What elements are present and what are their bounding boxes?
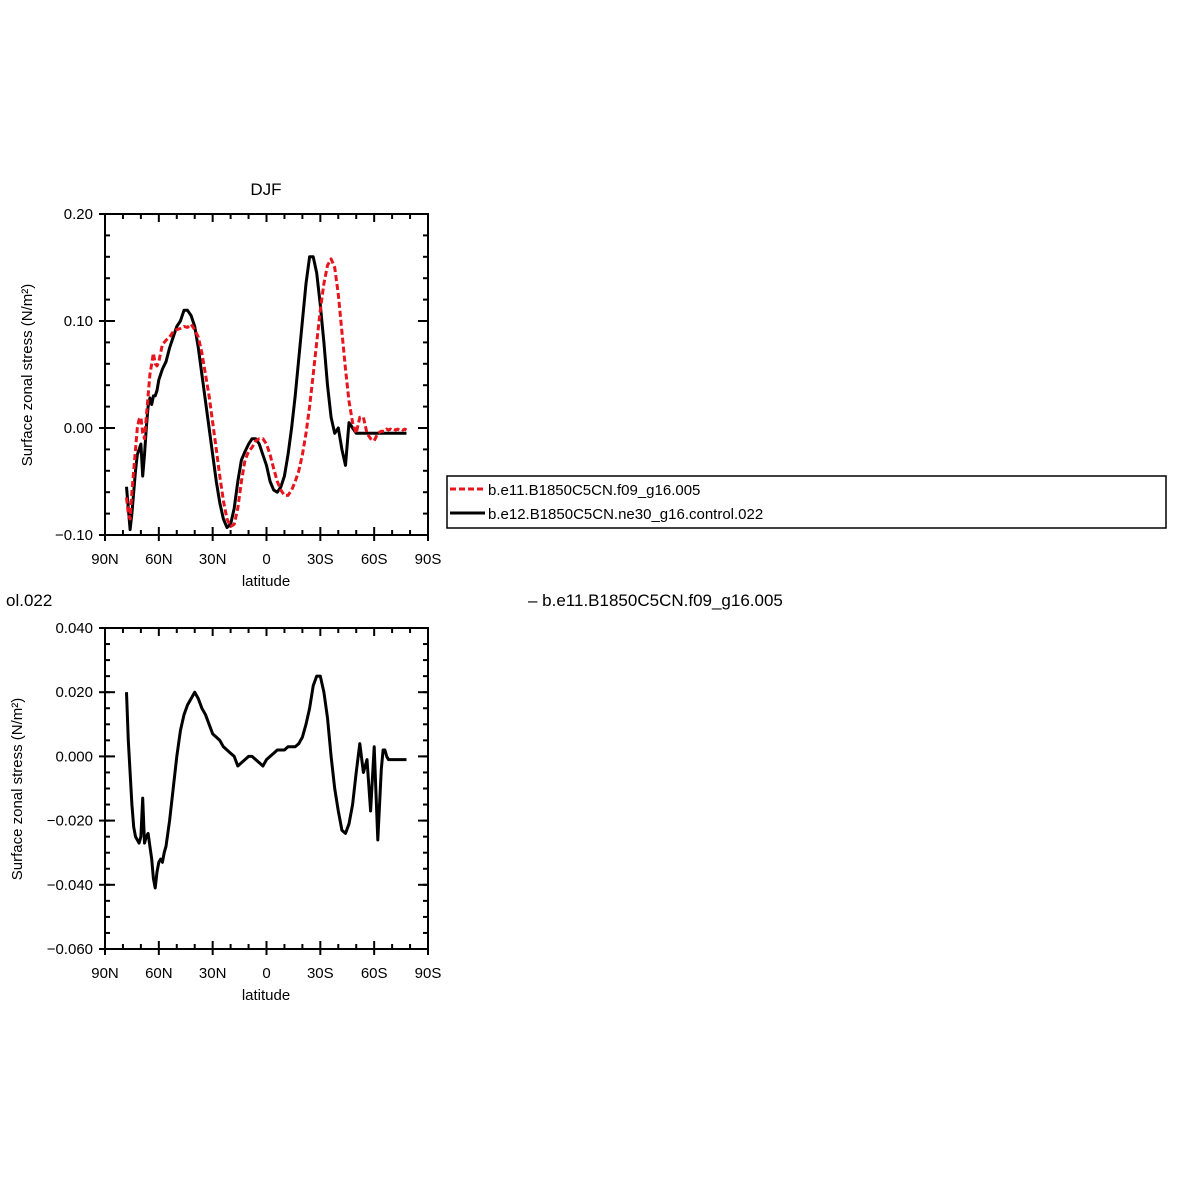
top-plot-frame — [104, 213, 429, 536]
legend: b.e11.B1850C5CN.f09_g16.005 b.e12.B1850C… — [446, 475, 1167, 529]
bottom-x-tick-label: 60S — [361, 965, 388, 982]
legend-label-series-2: b.e12.B1850C5CN.ne30_g16.control.022 — [488, 506, 763, 523]
bottom-y-tick-label: −0.020 — [47, 813, 93, 830]
bottom-x-tick-label: 60N — [145, 965, 173, 982]
top-series-line-2 — [125, 255, 407, 532]
top-x-tick-label: 60S — [361, 551, 388, 568]
bottom-panel-title-right: – b.e11.B1850C5CN.f09_g16.005 — [528, 591, 783, 610]
bottom-y-tick-label: −0.060 — [47, 941, 93, 958]
top-series-line-1 — [125, 257, 408, 528]
bottom-series-line-1 — [125, 674, 407, 890]
top-x-tick-label: 0 — [262, 551, 270, 568]
bottom-axis-ticks: 90N 60N 30N 0 30S 60S 90S 0.040 0.020 0.000 −0.020… — [47, 620, 442, 982]
top-x-axis-label: latitude — [242, 573, 290, 590]
top-x-tick-label: 90S — [415, 551, 442, 568]
top-x-tick-label: 30N — [199, 551, 227, 568]
top-y-tick-label: 0.10 — [64, 313, 93, 330]
top-y-axis-label: Surface zonal stress (N/m²) — [19, 284, 36, 467]
top-y-tick-label: −0.10 — [55, 527, 93, 544]
top-axis-ticks: 90N 60N 30N 0 30S 60S 90S 0.20 0.10 0.00 −0.10 — [55, 206, 441, 568]
bottom-x-axis-label: latitude — [242, 987, 290, 1004]
top-panel-title: DJF — [250, 180, 281, 199]
bottom-x-tick-label: 30S — [307, 965, 334, 982]
bottom-y-tick-label: 0.000 — [55, 748, 93, 765]
top-x-tick-label: 90N — [91, 551, 119, 568]
top-y-tick-label: 0.20 — [64, 206, 93, 223]
bottom-x-tick-label: 90N — [91, 965, 119, 982]
legend-label-series-1: b.e11.B1850C5CN.f09_g16.005 — [488, 482, 700, 499]
top-series-group — [125, 255, 408, 532]
legend-box — [446, 475, 1167, 529]
bottom-panel-title-left: ol.022 — [6, 591, 52, 610]
bottom-y-axis-label: Surface zonal stress (N/m²) — [9, 698, 26, 881]
bottom-y-tick-label: 0.020 — [55, 684, 93, 701]
bottom-x-tick-label: 0 — [262, 965, 270, 982]
top-x-tick-label: 30S — [307, 551, 334, 568]
top-y-tick-label: 0.00 — [64, 420, 93, 437]
bottom-y-tick-label: −0.040 — [47, 877, 93, 894]
top-x-tick-label: 60N — [145, 551, 173, 568]
bottom-y-tick-label: 0.040 — [55, 620, 93, 637]
bottom-series-group — [125, 674, 407, 890]
bottom-x-tick-label: 90S — [415, 965, 442, 982]
bottom-x-tick-label: 30N — [199, 965, 227, 982]
